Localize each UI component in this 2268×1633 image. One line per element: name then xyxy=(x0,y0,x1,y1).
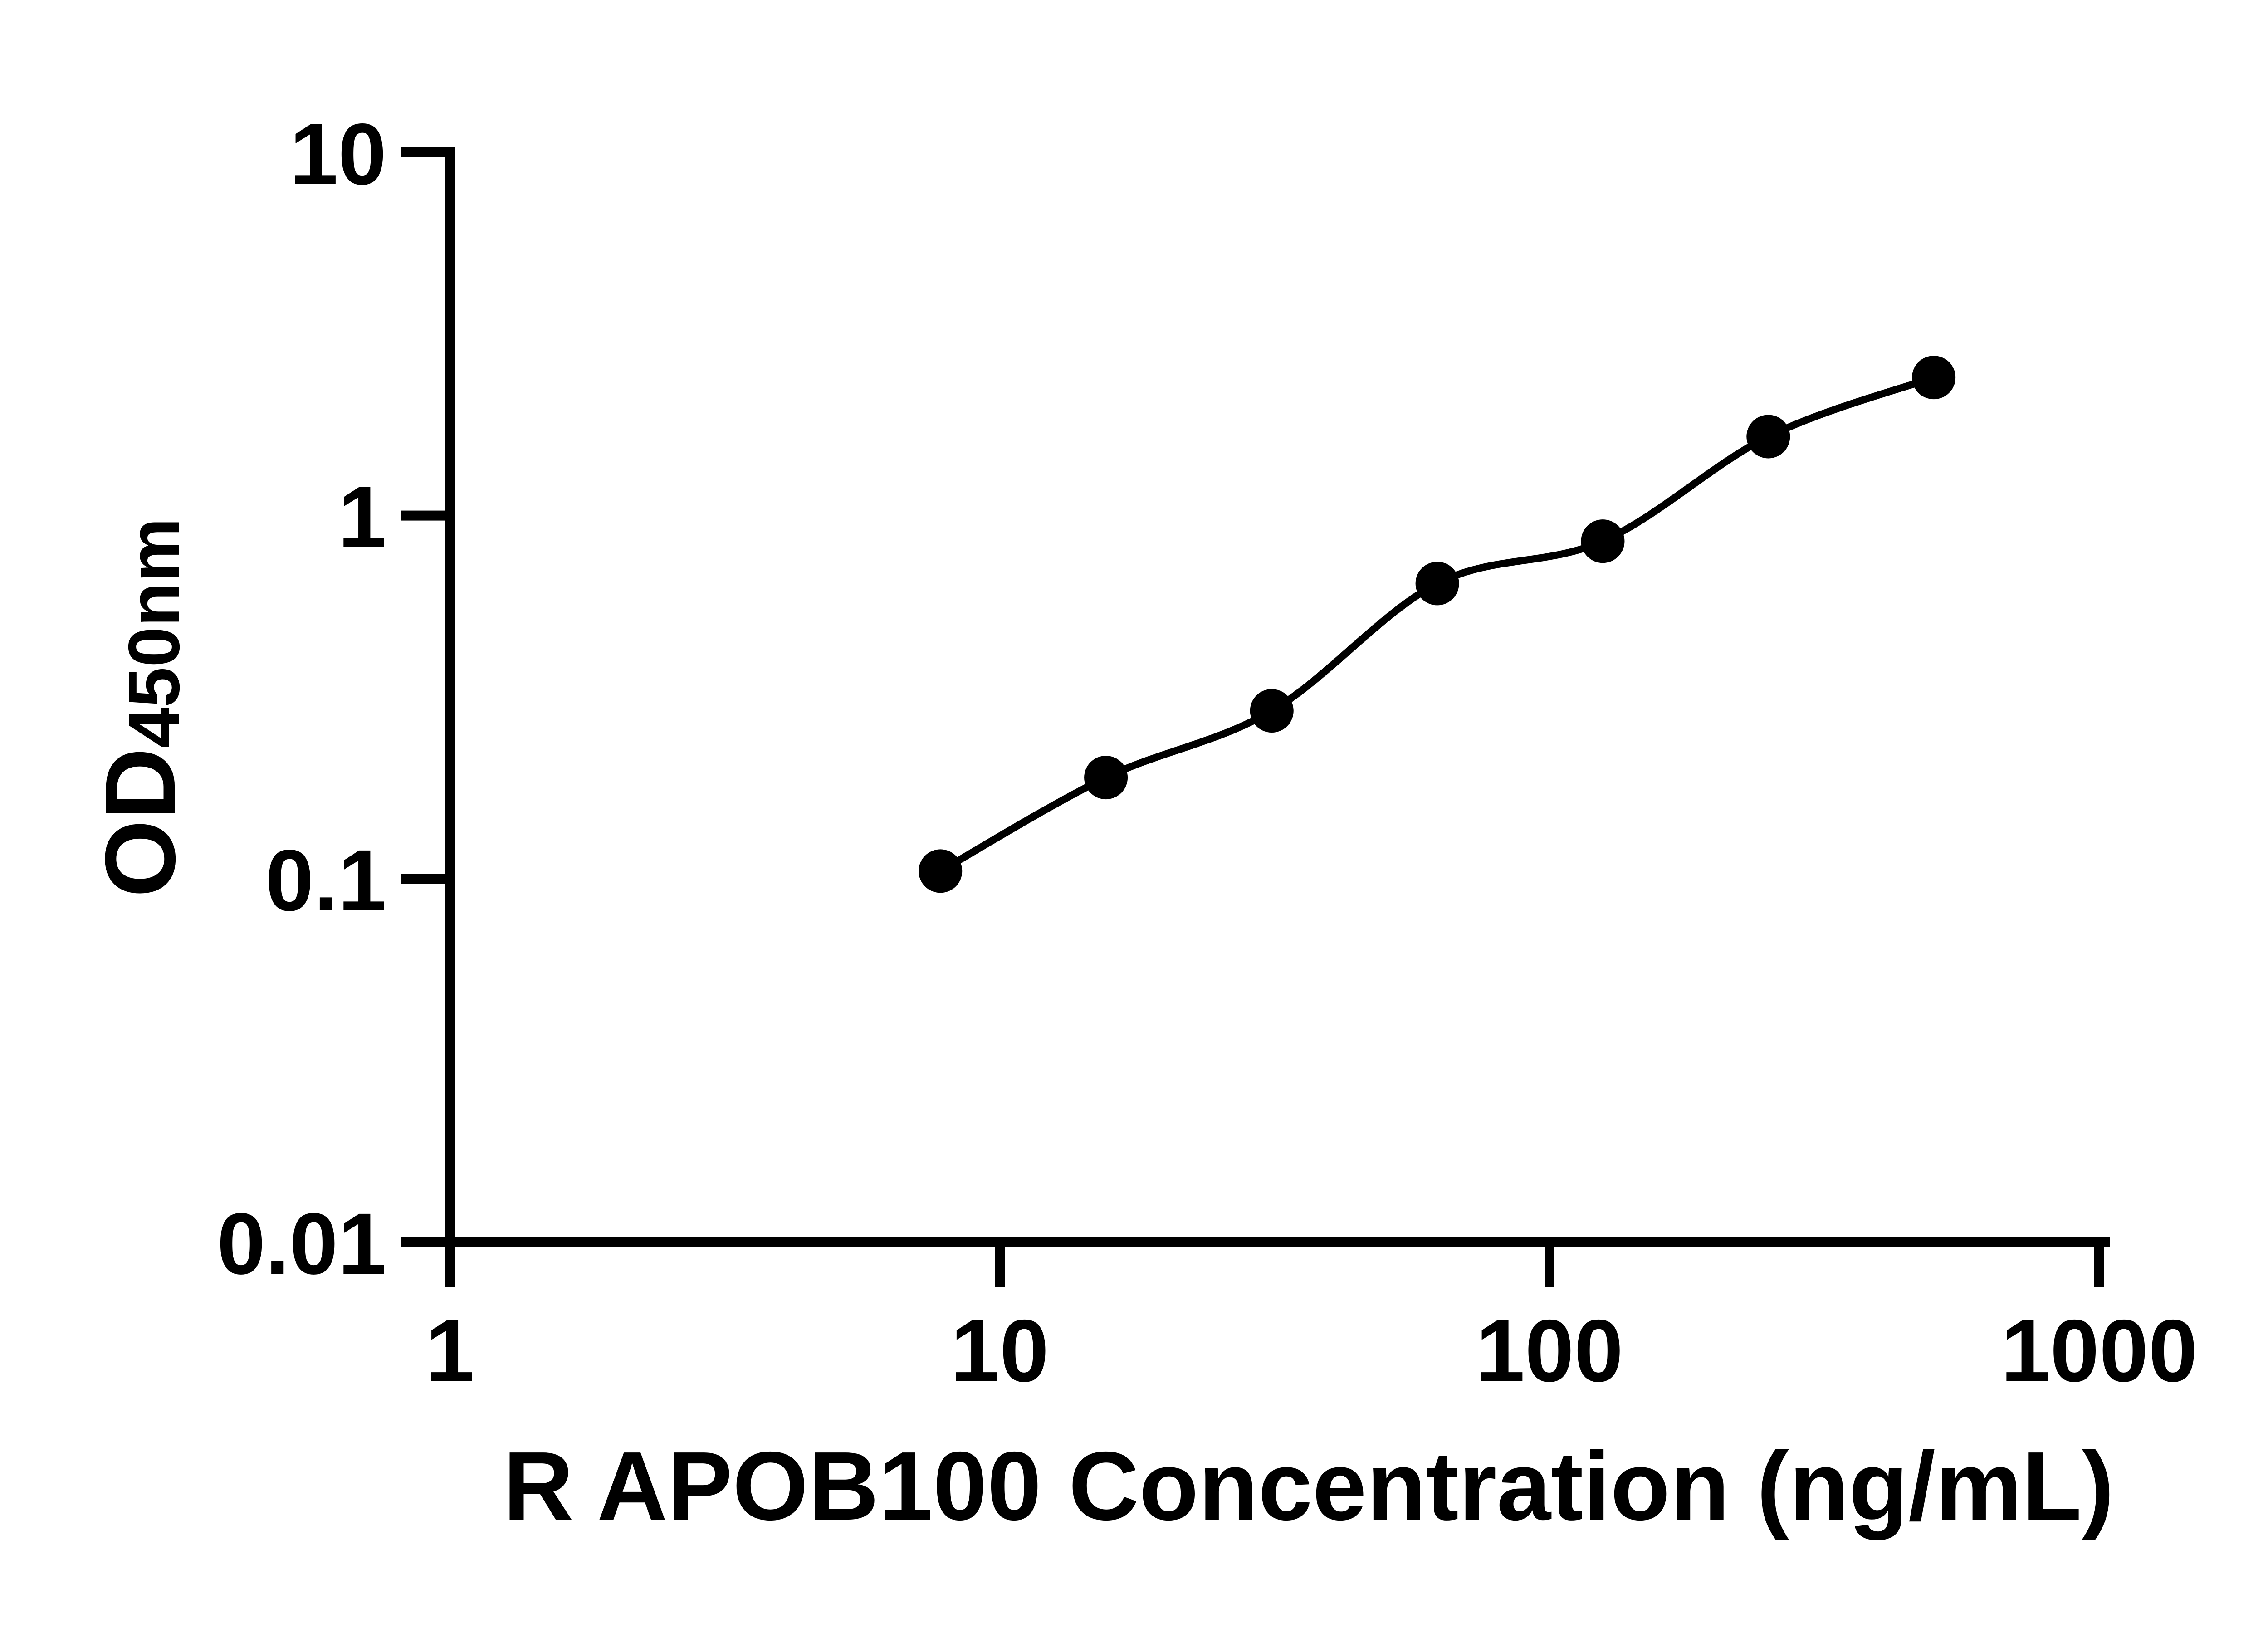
y-tick-label-1: 1 xyxy=(338,468,386,566)
x-axis-tick xyxy=(1545,1242,1554,1287)
y-tick-label-0-1: 0.1 xyxy=(265,831,386,929)
y-axis-title-main: OD xyxy=(84,748,196,898)
x-tick-label-1: 1 xyxy=(425,1301,475,1400)
x-tick-label-100: 100 xyxy=(1476,1301,1623,1400)
data-point xyxy=(1084,756,1128,800)
y-axis-title-subscript: 450nm xyxy=(113,518,195,748)
data-point xyxy=(1912,356,1956,400)
y-tick-label-0-01: 0.01 xyxy=(217,1194,386,1292)
data-point xyxy=(1415,562,1459,606)
x-tick-label-1000: 1000 xyxy=(2001,1301,2198,1400)
y-axis-tick xyxy=(401,874,455,884)
y-axis-tick xyxy=(401,147,455,157)
y-axis-tick xyxy=(401,510,455,521)
fit-curve xyxy=(937,374,1938,875)
data-point xyxy=(1250,689,1294,733)
x-axis-tick xyxy=(2094,1242,2104,1287)
y-axis-title: OD450nm xyxy=(72,254,208,1161)
x-axis-spine xyxy=(445,1237,2110,1247)
x-axis-tick xyxy=(995,1242,1005,1287)
y-tick-label-10: 10 xyxy=(289,105,386,203)
y-axis-spine xyxy=(445,147,455,1287)
data-point xyxy=(1581,519,1625,563)
data-point xyxy=(1746,415,1790,459)
y-axis-tick xyxy=(401,1237,455,1247)
x-axis-title: R APOB100 Concentration (ng/mL) xyxy=(503,1431,2114,1540)
x-tick-label-10: 10 xyxy=(950,1301,1049,1400)
data-point xyxy=(919,849,963,893)
